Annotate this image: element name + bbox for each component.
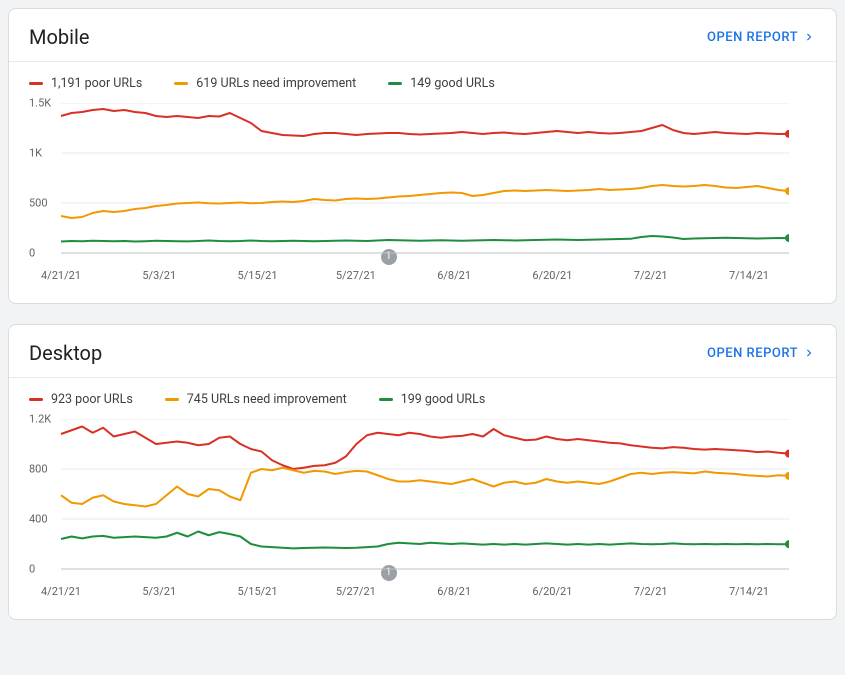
series-end-marker [785, 234, 789, 242]
series-line [61, 468, 789, 507]
series-end-marker [785, 450, 789, 458]
legend-label: 149 good URLs [410, 76, 495, 91]
legend-label: 199 good URLs [401, 392, 486, 407]
legend-item: 745 URLs need improvement [165, 392, 347, 407]
chart-legend: 923 poor URLs 745 URLs need improvement 19… [9, 378, 836, 415]
series-line [61, 109, 789, 136]
x-axis-label: 4/21/21 [41, 585, 81, 598]
report-card: Desktop OPEN REPORT 923 poor URLs 745 URLs … [8, 324, 837, 620]
series-end-marker [785, 472, 789, 480]
series-end-marker [785, 187, 789, 195]
x-axis-label: 6/20/21 [532, 585, 572, 598]
x-axis-label: 5/3/21 [142, 585, 176, 598]
x-axis-label: 4/21/21 [41, 269, 81, 282]
x-axis-label: 5/27/21 [336, 269, 376, 282]
legend-label: 619 URLs need improvement [196, 76, 356, 91]
legend-item: 1,191 poor URLs [29, 76, 142, 91]
x-axis-label: 6/8/21 [437, 269, 471, 282]
legend-swatch [29, 82, 43, 85]
x-axis: 4/21/215/3/215/15/215/27/216/8/216/20/21… [61, 579, 789, 603]
x-axis-label: 6/20/21 [532, 269, 572, 282]
x-axis-label: 7/2/21 [634, 269, 668, 282]
series-line [61, 185, 789, 218]
x-axis-label: 7/14/21 [729, 585, 769, 598]
legend-swatch [379, 398, 393, 401]
legend-label: 923 poor URLs [51, 392, 133, 407]
series-end-marker [785, 540, 789, 548]
card-title: Desktop [29, 341, 102, 365]
x-axis-label: 5/15/21 [238, 269, 278, 282]
open-report-link[interactable]: OPEN REPORT [707, 346, 816, 361]
chart-area: 04008001.2K14/21/215/3/215/15/215/27/216… [9, 415, 836, 619]
report-card: Mobile OPEN REPORT 1,191 poor URLs 619 URLs… [8, 8, 837, 304]
legend-item: 199 good URLs [379, 392, 486, 407]
series-line [61, 236, 789, 242]
series-line [61, 427, 789, 470]
open-report-label: OPEN REPORT [707, 30, 798, 45]
x-axis-label: 5/3/21 [142, 269, 176, 282]
x-axis-label: 5/15/21 [238, 585, 278, 598]
x-axis-label: 7/14/21 [729, 269, 769, 282]
legend-label: 1,191 poor URLs [51, 76, 142, 91]
chevron-right-icon [802, 30, 816, 44]
x-axis: 4/21/215/3/215/15/215/27/216/8/216/20/21… [61, 263, 789, 287]
chart-area: 05001K1.5K14/21/215/3/215/15/215/27/216/… [9, 99, 836, 303]
line-chart [29, 419, 789, 579]
series-end-marker [785, 130, 789, 138]
legend-swatch [165, 398, 179, 401]
x-axis-label: 5/27/21 [336, 585, 376, 598]
open-report-link[interactable]: OPEN REPORT [707, 30, 816, 45]
legend-swatch [29, 398, 43, 401]
legend-swatch [388, 82, 402, 85]
legend-item: 923 poor URLs [29, 392, 133, 407]
open-report-label: OPEN REPORT [707, 346, 798, 361]
legend-swatch [174, 82, 188, 85]
chevron-right-icon [802, 346, 816, 360]
legend-label: 745 URLs need improvement [187, 392, 347, 407]
legend-item: 619 URLs need improvement [174, 76, 356, 91]
series-line [61, 532, 789, 549]
chart-legend: 1,191 poor URLs 619 URLs need improvement… [9, 62, 836, 99]
line-chart [29, 103, 789, 263]
x-axis-label: 7/2/21 [634, 585, 668, 598]
legend-item: 149 good URLs [388, 76, 495, 91]
card-title: Mobile [29, 25, 89, 49]
x-axis-label: 6/8/21 [437, 585, 471, 598]
